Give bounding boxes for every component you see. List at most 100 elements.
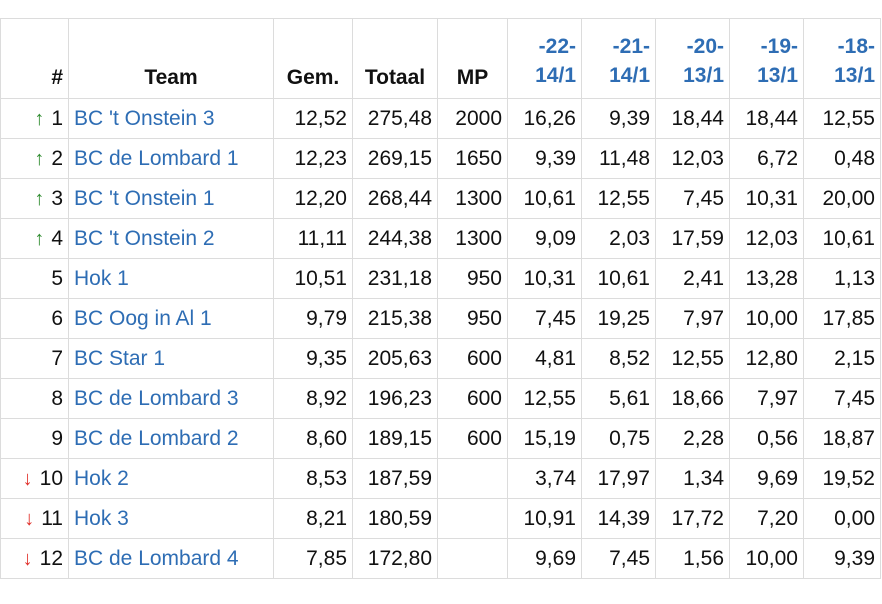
mp-cell bbox=[437, 458, 508, 499]
round-date: 14/1 bbox=[609, 64, 650, 87]
team-link[interactable]: Hok 1 bbox=[74, 266, 129, 290]
average-header: Gem. bbox=[273, 18, 353, 99]
round-header[interactable]: -20- 13/1 bbox=[655, 18, 730, 99]
mp-cell: 1650 bbox=[437, 138, 508, 179]
team-cell: Hok 2 bbox=[68, 458, 274, 499]
rank-cell: ↑ 2 bbox=[0, 138, 69, 179]
round-score-cell: 3,74 bbox=[507, 458, 582, 499]
round-score-cell: 12,55 bbox=[655, 338, 730, 379]
round-score-cell: 14,39 bbox=[581, 498, 656, 539]
round-date: 13/1 bbox=[683, 64, 724, 87]
mp-cell bbox=[437, 498, 508, 539]
team-cell: BC de Lombard 3 bbox=[68, 378, 274, 419]
total-cell: 196,23 bbox=[352, 378, 438, 419]
round-score-cell: 17,59 bbox=[655, 218, 730, 259]
total-cell: 268,44 bbox=[352, 178, 438, 219]
team-link[interactable]: BC de Lombard 2 bbox=[74, 426, 239, 450]
rank-cell: ↑ 3 bbox=[0, 178, 69, 219]
average-cell: 8,92 bbox=[273, 378, 353, 419]
team-link[interactable]: BC Star 1 bbox=[74, 346, 166, 370]
arrow-up-icon: ↑ bbox=[34, 107, 45, 130]
mp-cell: 600 bbox=[437, 378, 508, 419]
round-score-cell: 10,91 bbox=[507, 498, 582, 539]
round-date: 14/1 bbox=[535, 64, 576, 87]
round-number: -21- bbox=[612, 35, 650, 58]
round-header[interactable]: -18- 13/1 bbox=[803, 18, 881, 99]
total-cell: 275,48 bbox=[352, 98, 438, 139]
round-score-cell: 10,61 bbox=[507, 178, 582, 219]
round-score-cell: 12,03 bbox=[729, 218, 804, 259]
team-cell: BC 't Onstein 3 bbox=[68, 98, 274, 139]
rank-cell: 9 bbox=[0, 418, 69, 459]
team-link[interactable]: BC 't Onstein 2 bbox=[74, 226, 215, 250]
round-score-cell: 1,56 bbox=[655, 538, 730, 579]
rank-number: 11 bbox=[41, 506, 63, 530]
mp-cell: 600 bbox=[437, 418, 508, 459]
team-link[interactable]: Hok 3 bbox=[74, 506, 129, 530]
round-score-cell: 9,69 bbox=[507, 538, 582, 579]
round-score-cell: 17,72 bbox=[655, 498, 730, 539]
round-number: -22- bbox=[538, 35, 576, 58]
team-link[interactable]: BC de Lombard 1 bbox=[74, 146, 239, 170]
round-score-cell: 6,72 bbox=[729, 138, 804, 179]
table-row: 9 BC de Lombard 2 8,60 189,15 600 15,19 0,75 2,… bbox=[0, 418, 881, 459]
rank-cell: 7 bbox=[0, 338, 69, 379]
table-row: 6 BC Oog in Al 1 9,79 215,38 950 7,45 19,25 7,9… bbox=[0, 298, 881, 339]
round-score-cell: 15,19 bbox=[507, 418, 582, 459]
round-number: -18- bbox=[837, 35, 875, 58]
rank-header: # bbox=[0, 18, 69, 99]
total-cell: 269,15 bbox=[352, 138, 438, 179]
round-score-cell: 9,39 bbox=[507, 138, 582, 179]
table-body: ↑ 1 BC 't Onstein 3 12,52 275,48 2000 16,26 9,3… bbox=[0, 98, 881, 579]
table-row: ↑ 2 BC de Lombard 1 12,23 269,15 1650 9,39 11,4… bbox=[0, 138, 881, 179]
round-score-cell: 2,28 bbox=[655, 418, 730, 459]
team-link[interactable]: Hok 2 bbox=[74, 466, 129, 490]
team-cell: Hok 3 bbox=[68, 498, 274, 539]
round-score-cell: 18,44 bbox=[729, 98, 804, 139]
total-cell: 244,38 bbox=[352, 218, 438, 259]
rank-number: 1 bbox=[51, 106, 63, 130]
round-header[interactable]: -19- 13/1 bbox=[729, 18, 804, 99]
team-link[interactable]: BC 't Onstein 1 bbox=[74, 186, 215, 210]
team-cell: BC Oog in Al 1 bbox=[68, 298, 274, 339]
round-score-cell: 18,87 bbox=[803, 418, 881, 459]
round-score-cell: 8,52 bbox=[581, 338, 656, 379]
team-link[interactable]: BC de Lombard 4 bbox=[74, 546, 239, 570]
round-score-cell: 16,26 bbox=[507, 98, 582, 139]
average-cell: 9,79 bbox=[273, 298, 353, 339]
rank-number: 6 bbox=[51, 306, 63, 330]
average-cell: 7,85 bbox=[273, 538, 353, 579]
round-date: 13/1 bbox=[834, 64, 875, 87]
team-header: Team bbox=[68, 18, 274, 99]
round-score-cell: 9,69 bbox=[729, 458, 804, 499]
round-score-cell: 7,97 bbox=[655, 298, 730, 339]
round-score-cell: 17,85 bbox=[803, 298, 881, 339]
rank-number: 12 bbox=[39, 546, 63, 570]
round-score-cell: 0,56 bbox=[729, 418, 804, 459]
round-score-cell: 10,61 bbox=[803, 218, 881, 259]
round-header[interactable]: -22- 14/1 bbox=[507, 18, 582, 99]
round-score-cell: 11,48 bbox=[581, 138, 656, 179]
round-score-cell: 7,97 bbox=[729, 378, 804, 419]
team-link[interactable]: BC de Lombard 3 bbox=[74, 386, 239, 410]
rank-number: 7 bbox=[51, 346, 63, 370]
team-cell: BC 't Onstein 2 bbox=[68, 218, 274, 259]
rank-number: 8 bbox=[51, 386, 63, 410]
round-score-cell: 9,39 bbox=[581, 98, 656, 139]
rank-cell: ↓ 12 bbox=[0, 538, 69, 579]
average-cell: 10,51 bbox=[273, 258, 353, 299]
round-score-cell: 1,13 bbox=[803, 258, 881, 299]
mp-header: MP bbox=[437, 18, 508, 99]
total-cell: 187,59 bbox=[352, 458, 438, 499]
team-link[interactable]: BC 't Onstein 3 bbox=[74, 106, 215, 130]
rank-cell: ↓ 10 bbox=[0, 458, 69, 499]
header-row: # Team Gem. Totaal MP -22- 14/1 -21- 14/1 -2… bbox=[0, 18, 881, 99]
round-header[interactable]: -21- 14/1 bbox=[581, 18, 656, 99]
team-link[interactable]: BC Oog in Al 1 bbox=[74, 306, 212, 330]
round-score-cell: 9,39 bbox=[803, 538, 881, 579]
team-cell: BC 't Onstein 1 bbox=[68, 178, 274, 219]
round-score-cell: 12,55 bbox=[507, 378, 582, 419]
round-score-cell: 5,61 bbox=[581, 378, 656, 419]
total-cell: 231,18 bbox=[352, 258, 438, 299]
round-score-cell: 2,15 bbox=[803, 338, 881, 379]
